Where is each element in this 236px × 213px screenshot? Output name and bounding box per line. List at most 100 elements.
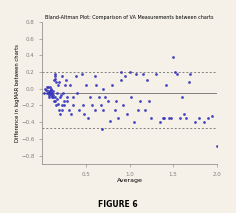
Point (119, 79, 123, 82)
Point (158, 121, 162, 124)
Point (50, 95, 54, 99)
Point (47, 91, 51, 95)
Point (147, 100, 151, 103)
Point (63, 83, 67, 86)
Point (55, 97, 59, 101)
Point (59, 94, 63, 97)
Point (101, 87, 105, 91)
Point (167, 116, 171, 120)
Point (154, 72, 158, 75)
Point (57, 80, 61, 84)
Point (45, 85, 49, 89)
Point (54, 100, 57, 103)
Point (49, 91, 53, 95)
Point (51, 95, 55, 99)
Point (164, 83, 168, 86)
Point (149, 116, 153, 120)
Point (65, 100, 69, 103)
Point (48, 85, 52, 89)
Point (58, 95, 62, 99)
Point (57, 108, 61, 111)
Point (55, 80, 58, 84)
Point (46, 85, 50, 89)
Title: Bland-Altman Plot: Comparison of VA Measurements between charts: Bland-Altman Plot: Comparison of VA Meas… (45, 15, 214, 20)
Point (51, 89, 55, 93)
Point (184, 116, 188, 120)
Point (187, 80, 191, 84)
Point (55, 104, 58, 107)
Point (88, 95, 92, 99)
Point (54, 95, 57, 99)
Point (42, 91, 46, 95)
Point (202, 121, 206, 124)
Point (60, 75, 63, 78)
Point (53, 75, 56, 78)
Point (80, 72, 84, 75)
Point (82, 112, 86, 115)
Point (64, 79, 68, 82)
Point (47, 91, 51, 95)
Point (119, 70, 123, 74)
Point (51, 94, 55, 97)
Point (90, 104, 94, 107)
Point (93, 75, 97, 78)
Point (49, 94, 53, 97)
Point (99, 104, 103, 107)
Point (123, 75, 127, 78)
Point (135, 72, 138, 75)
Point (54, 77, 57, 80)
Point (113, 108, 117, 111)
Point (178, 116, 182, 120)
Point (45, 91, 49, 95)
X-axis label: Average: Average (117, 178, 143, 183)
Point (110, 83, 114, 86)
Point (100, 127, 104, 131)
Point (171, 55, 175, 59)
Point (129, 95, 133, 99)
Point (55, 91, 59, 95)
Point (47, 95, 51, 99)
Point (61, 91, 65, 95)
Y-axis label: Difference in logMAR between charts: Difference in logMAR between charts (15, 44, 20, 142)
Point (215, 144, 219, 147)
Point (46, 89, 50, 93)
Point (43, 87, 47, 91)
Point (75, 91, 79, 95)
Point (121, 104, 124, 107)
Point (109, 119, 112, 122)
Point (193, 121, 197, 124)
Point (61, 108, 64, 111)
Point (86, 116, 90, 120)
Point (49, 87, 53, 91)
Point (103, 95, 107, 99)
Point (197, 116, 201, 120)
Point (169, 116, 173, 120)
Point (56, 83, 60, 86)
Point (182, 112, 185, 115)
Point (136, 108, 140, 111)
Point (69, 112, 73, 115)
Point (176, 72, 179, 75)
Point (58, 112, 62, 115)
Point (145, 79, 149, 82)
Point (74, 75, 77, 78)
Point (132, 121, 136, 124)
Point (52, 79, 56, 82)
Point (68, 83, 72, 86)
Point (114, 100, 118, 103)
Point (48, 89, 52, 93)
Point (95, 83, 98, 86)
Point (62, 104, 66, 107)
Point (138, 100, 142, 103)
Point (71, 104, 75, 107)
Point (56, 102, 60, 105)
Point (206, 116, 210, 120)
Point (180, 95, 184, 99)
Point (101, 108, 105, 111)
Point (81, 104, 85, 107)
Point (77, 108, 81, 111)
Point (93, 108, 97, 111)
Point (62, 100, 66, 103)
Point (52, 100, 56, 103)
Point (67, 108, 70, 111)
